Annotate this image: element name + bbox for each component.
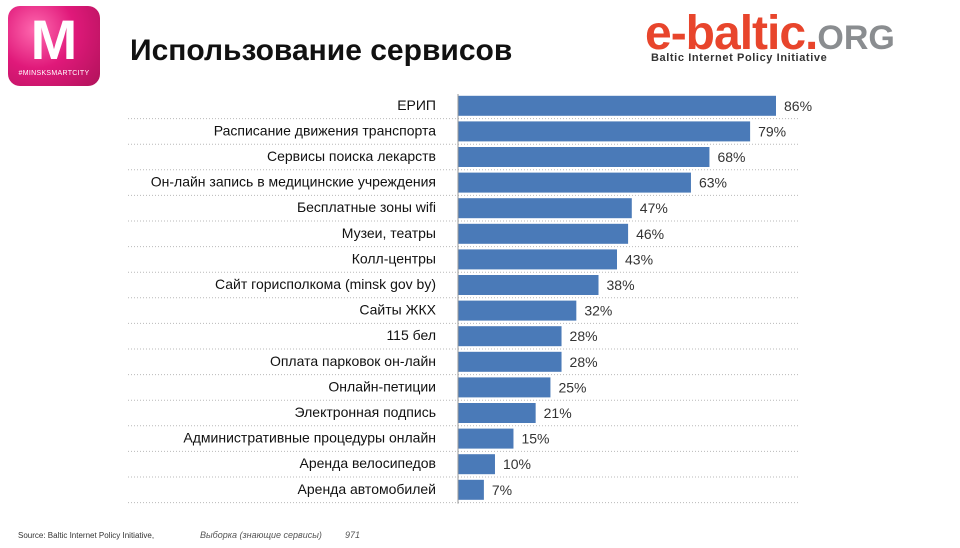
logo-letter: M [30, 8, 78, 71]
category-label: Колл-центры [352, 250, 436, 266]
category-label: Сервисы поиска лекарств [267, 148, 436, 164]
value-label: 25% [558, 379, 586, 395]
bar [458, 351, 562, 372]
value-label: 68% [717, 149, 745, 165]
brand-subtitle: Baltic Internet Policy Initiative [651, 52, 828, 64]
value-label: 10% [503, 456, 531, 472]
minsk-smart-city-logo: M #MINSKSMARTCITY [8, 6, 100, 86]
category-label: Музеи, театры [342, 225, 436, 241]
category-label: ЕРИП [397, 97, 436, 113]
logo-tag: #MINSKSMARTCITY [18, 70, 90, 77]
value-label: 21% [544, 405, 572, 421]
category-label: Бесплатные зоны wifi [297, 199, 436, 215]
bar [458, 428, 514, 449]
category-label: Оплата парковок он-лайн [270, 353, 436, 369]
bar [458, 95, 776, 116]
category-label: 115 бел [386, 327, 436, 343]
value-label: 46% [636, 226, 664, 242]
value-label: 79% [758, 123, 786, 139]
brand-main: e-baltic. [645, 7, 818, 60]
page-title: Использование сервисов [130, 34, 513, 67]
value-label: 47% [640, 200, 668, 216]
value-label: 43% [625, 251, 653, 267]
footer-source: Source: Baltic Internet Policy Initiativ… [18, 531, 155, 540]
bar [458, 454, 495, 475]
bar [458, 403, 536, 423]
bar [458, 275, 599, 295]
bar [458, 300, 577, 321]
bar [458, 377, 551, 398]
category-label: Аренда автомобилей [298, 481, 436, 497]
footer-sample: Выборка (знающие сервисы) [200, 530, 322, 540]
footer-sample-size: 971 [345, 530, 361, 540]
value-label: 28% [570, 354, 598, 370]
value-label: 32% [584, 303, 612, 319]
value-label: 15% [521, 431, 549, 447]
brand-org: ORG [817, 19, 895, 57]
bar [458, 249, 617, 270]
bar [458, 172, 691, 193]
category-label: Аренда велосипедов [300, 455, 436, 471]
bar [458, 147, 710, 167]
value-label: 38% [607, 277, 635, 293]
category-label: Сайты ЖКХ [359, 302, 436, 318]
category-label: Административные процедуры онлайн [183, 430, 436, 446]
category-label: Онлайн-петиции [328, 378, 436, 394]
value-label: 28% [570, 328, 598, 344]
category-label: Расписание движения транспорта [214, 122, 436, 138]
category-label: Сайт горисполкома (minsk gov by) [215, 276, 436, 292]
value-label: 7% [492, 482, 512, 498]
bar [458, 223, 629, 244]
bar [458, 479, 484, 500]
category-label: Он-лайн запись в медицинские учреждения [151, 174, 436, 190]
category-label: Электронная подпись [295, 404, 436, 420]
value-label: 63% [699, 175, 727, 191]
e-baltic-logo: e-baltic.ORG [645, 6, 895, 61]
bar [458, 198, 632, 219]
bar [458, 121, 751, 142]
bar [458, 326, 562, 347]
value-label: 86% [784, 98, 812, 114]
